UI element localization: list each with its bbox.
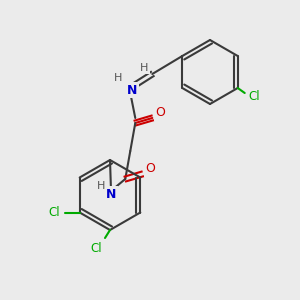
Text: H: H [114, 73, 122, 83]
Text: O: O [155, 106, 165, 119]
Text: N: N [127, 83, 137, 97]
Text: H: H [140, 63, 148, 73]
Text: Cl: Cl [48, 206, 59, 219]
Text: Cl: Cl [248, 89, 260, 103]
Text: H: H [97, 181, 106, 191]
Text: Cl: Cl [90, 242, 102, 254]
Text: N: N [106, 188, 116, 200]
Text: O: O [145, 163, 155, 176]
